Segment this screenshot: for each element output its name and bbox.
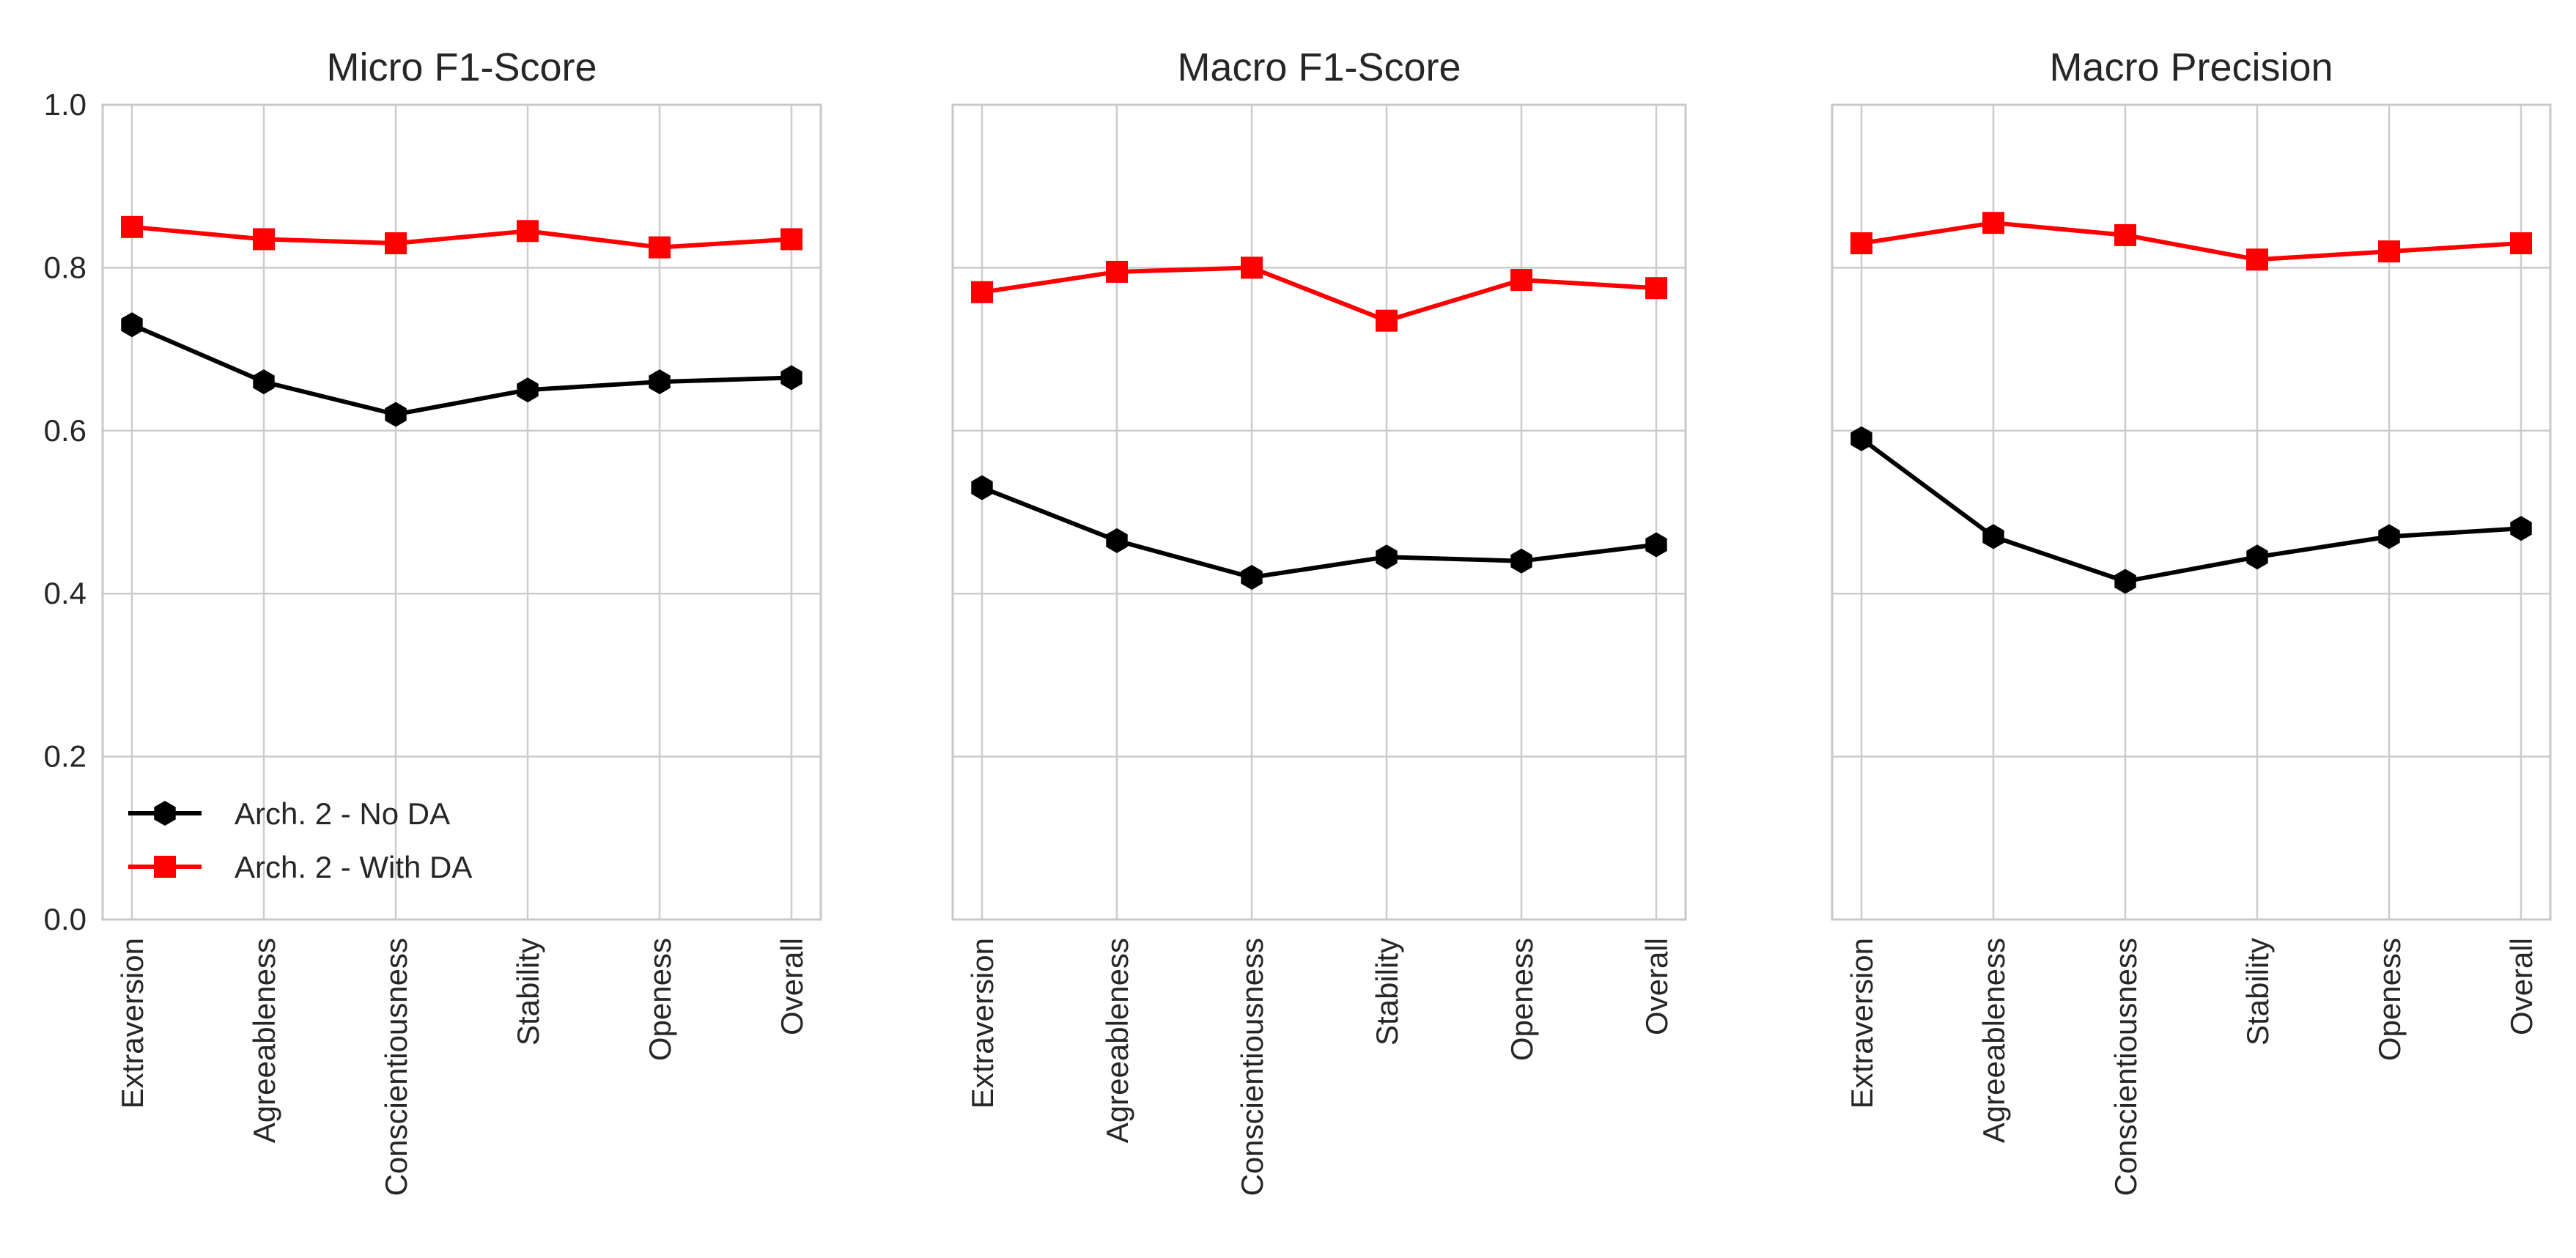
legend-label: Arch. 2 - No DA: [235, 796, 450, 831]
legend-label: Arch. 2 - With DA: [235, 850, 472, 884]
data-point: [2246, 248, 2268, 271]
y-tick-label: 1.0: [44, 87, 86, 122]
data-point: [2114, 223, 2136, 246]
series-line: [131, 224, 792, 250]
data-point: [1241, 256, 1263, 279]
y-tick-label: 0.2: [44, 739, 86, 774]
data-point: [253, 228, 275, 251]
data-point: [385, 402, 407, 427]
data-point: [1850, 232, 1872, 255]
subplot-2: Extraversion Agreeableness Conscientiousne…: [951, 45, 1687, 1196]
data-point: [1645, 277, 1667, 300]
series-line: [1860, 437, 2522, 584]
series-line: [981, 265, 1657, 323]
x-tick-label: Openess: [1505, 938, 1539, 1061]
x-tick-label: Stability: [511, 938, 545, 1046]
data-point: [121, 215, 143, 238]
data-point: [385, 232, 407, 255]
data-point: [1510, 269, 1532, 292]
chart-title: Macro Precision: [2049, 45, 2333, 89]
data-point: [1510, 548, 1532, 574]
x-tick-label: Agreeableness: [1100, 938, 1134, 1143]
data-point: [1850, 426, 1872, 451]
x-tick-label: Conscientiousness: [379, 938, 413, 1196]
y-tick-label: 0.8: [44, 250, 86, 284]
legend: Arch. 2 - No DA Arch. 2 - With DA: [128, 796, 472, 884]
x-tick-label: Overall: [1639, 938, 1674, 1035]
y-tick-label: 0.0: [44, 902, 86, 936]
chart-title: Macro F1-Score: [1177, 45, 1461, 89]
x-tick-label: Overall: [2504, 938, 2539, 1035]
data-point: [1645, 532, 1667, 558]
x-tick-label: Conscientiousness: [1235, 938, 1269, 1196]
x-tick-label: Overall: [775, 938, 809, 1035]
subplot-3: Extraversion Agreeableness Conscientiousne…: [1831, 45, 2552, 1196]
series-line: [130, 322, 792, 417]
x-tick-label: Stability: [1370, 938, 1404, 1046]
data-point: [649, 369, 671, 395]
series-line: [1861, 221, 2522, 262]
data-point: [1982, 212, 2004, 234]
data-point: [2246, 544, 2268, 570]
x-tick-label: Stability: [2240, 938, 2275, 1046]
y-tick-label: 0.6: [44, 413, 86, 448]
chart-title: Micro F1-Score: [326, 45, 597, 89]
plot-frame: [101, 103, 822, 921]
data-point: [2510, 232, 2532, 255]
data-point: [121, 312, 143, 338]
legend-marker: [154, 856, 176, 878]
x-tick-label: Openess: [643, 938, 677, 1061]
data-point: [2378, 524, 2400, 550]
data-point: [2114, 569, 2136, 594]
data-point: [971, 475, 993, 500]
data-point: [1241, 565, 1263, 590]
x-tick-label: Extraversion: [115, 938, 150, 1109]
data-point: [1106, 528, 1128, 553]
x-tick-label: Extraversion: [965, 938, 1000, 1109]
subplot-1: 0.0 0.2 0.4 0.6 0.8 1.0 Extraversion Agreeablen…: [44, 45, 822, 1196]
data-point: [649, 236, 671, 259]
x-tick-label: Conscientiousness: [2108, 938, 2143, 1196]
legend-marker: [154, 801, 176, 826]
data-point: [2378, 240, 2400, 263]
series-line: [981, 485, 1657, 580]
data-point: [780, 365, 802, 391]
y-tick-label: 0.4: [44, 576, 86, 610]
data-point: [971, 281, 993, 303]
data-point: [1106, 260, 1128, 283]
data-point: [253, 369, 275, 395]
data-point: [1982, 524, 2004, 550]
data-point: [517, 220, 539, 243]
x-tick-label: Extraversion: [1845, 938, 1879, 1109]
data-point: [2510, 516, 2532, 541]
x-tick-label: Agreeableness: [247, 938, 281, 1143]
x-tick-label: Agreeableness: [1977, 938, 2011, 1143]
plot-frame: [951, 103, 1687, 921]
data-point: [1376, 544, 1398, 570]
plot-frame: [1831, 103, 2552, 921]
data-point: [780, 228, 802, 251]
data-point: [517, 377, 539, 403]
data-point: [1376, 309, 1398, 332]
x-tick-label: Openess: [2372, 938, 2407, 1061]
